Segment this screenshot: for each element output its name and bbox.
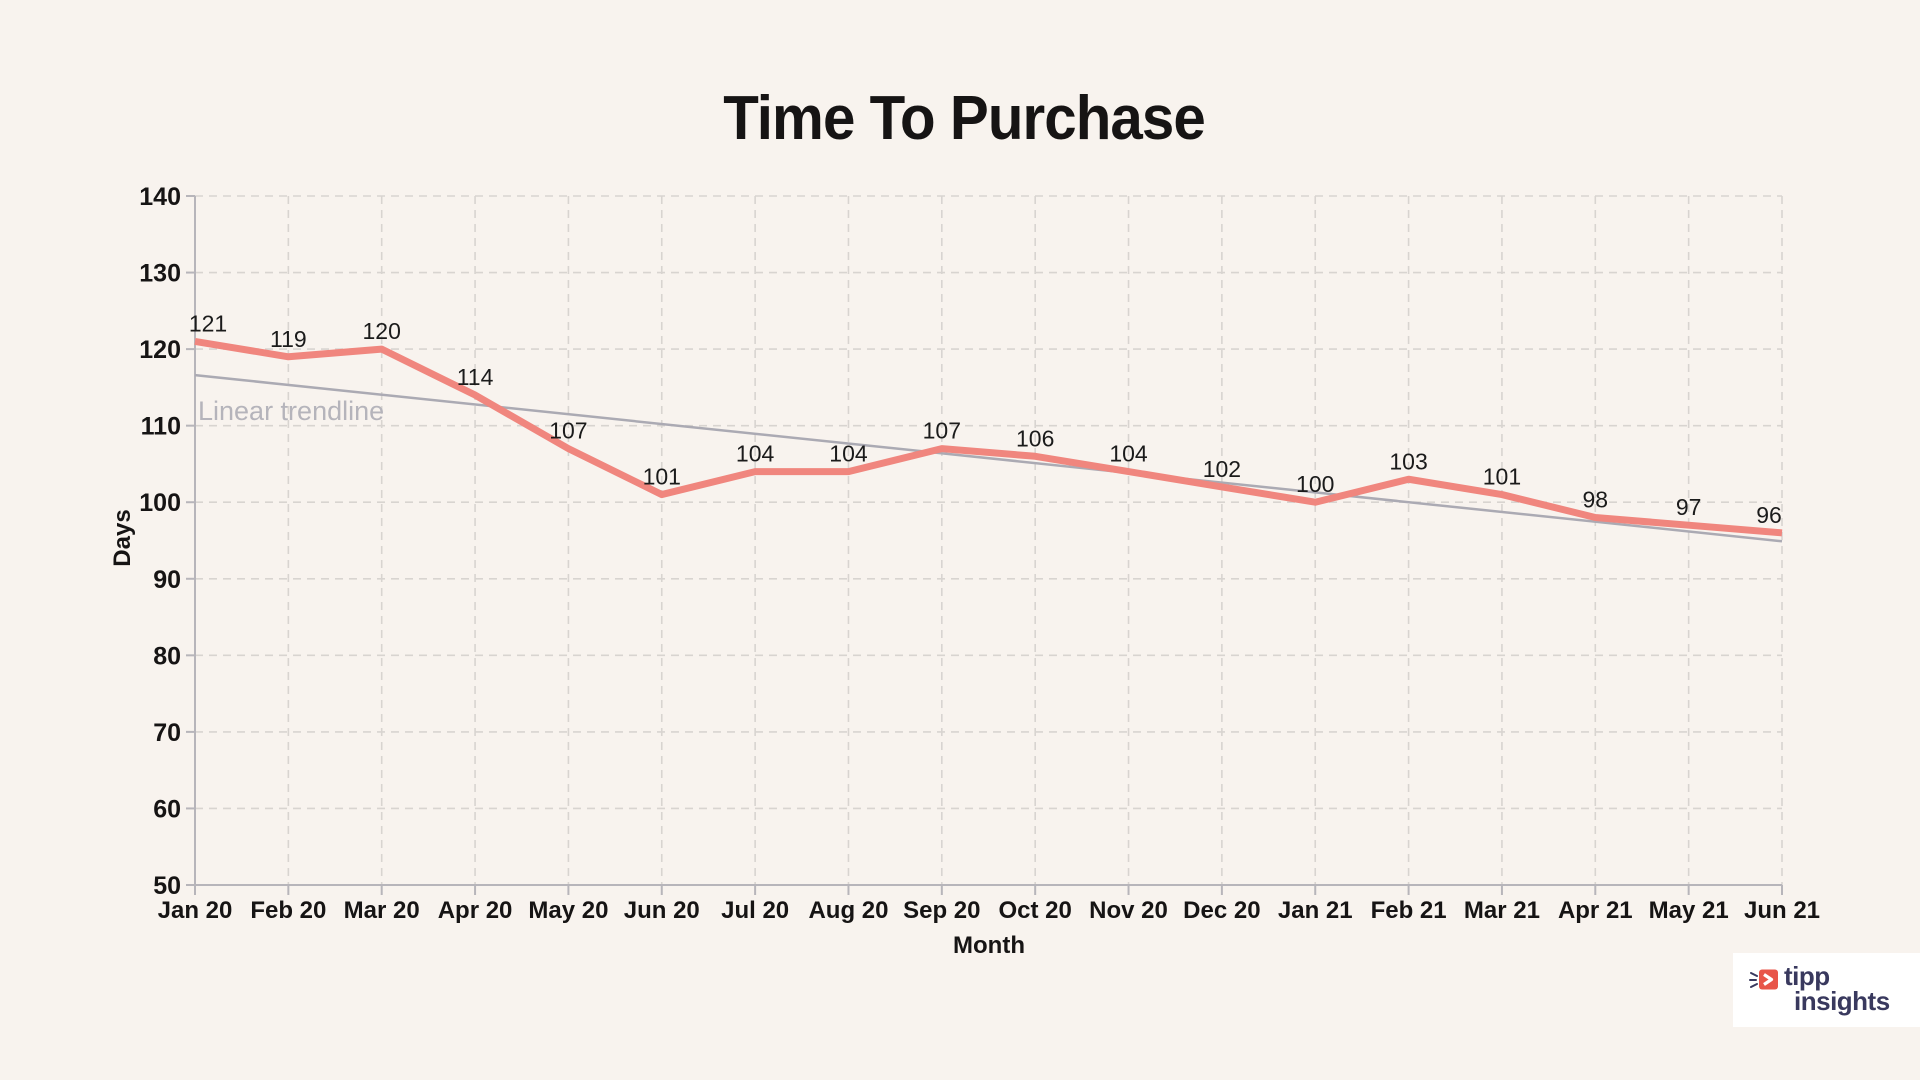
x-tick-label: Apr 20 — [438, 897, 513, 924]
data-point-label: 107 — [923, 418, 961, 444]
data-point-label: 106 — [1016, 425, 1054, 451]
data-point-label: 97 — [1676, 494, 1702, 520]
x-tick-label: Jul 20 — [721, 897, 789, 924]
trendline-label: Linear trendline — [198, 396, 385, 426]
x-tick-label: Nov 20 — [1089, 897, 1168, 924]
x-tick-label: Jan 20 — [158, 897, 233, 924]
x-tick-label: Apr 21 — [1558, 897, 1633, 924]
y-tick-label: 90 — [153, 566, 181, 594]
brand-logo: tipp insights — [1733, 953, 1920, 1027]
x-tick-label: Jan 21 — [1278, 897, 1353, 924]
x-tick-label: Mar 21 — [1464, 897, 1540, 924]
x-tick-label: Oct 20 — [998, 897, 1071, 924]
y-axis-title: Days — [109, 509, 136, 567]
data-point-label: 121 — [189, 310, 227, 336]
data-point-label: 96 — [1756, 502, 1782, 528]
y-tick-label: 80 — [153, 642, 181, 670]
x-tick-label: Sep 20 — [903, 897, 980, 924]
data-point-label: 119 — [270, 326, 307, 352]
y-tick-label: 100 — [139, 489, 181, 517]
y-tick-label: 70 — [153, 719, 181, 747]
logo-word-tipp: tipp — [1784, 961, 1830, 991]
x-tick-label: May 21 — [1649, 897, 1729, 924]
x-tick-label: May 20 — [528, 897, 608, 924]
x-tick-label: Feb 20 — [250, 897, 326, 924]
tipp-insights-logo-icon — [1749, 969, 1778, 990]
data-point-label: 101 — [643, 464, 681, 490]
x-axis-title: Month — [953, 932, 1025, 959]
x-tick-label: Mar 20 — [344, 897, 420, 924]
x-tick-label: Jun 20 — [624, 897, 700, 924]
x-tick-label: Dec 20 — [1183, 897, 1260, 924]
data-point-label: 104 — [829, 441, 868, 467]
series-line — [194, 338, 1783, 537]
y-tick-label: 140 — [139, 183, 181, 211]
data-point-label: 98 — [1582, 487, 1608, 513]
y-tick-label: 60 — [153, 795, 181, 823]
logo-wordmark: tipp insights — [1784, 961, 1890, 1016]
data-point-label: 103 — [1389, 448, 1427, 474]
data-point-label: 100 — [1296, 471, 1334, 497]
y-tick-label: 130 — [139, 260, 181, 288]
data-point-label: 114 — [457, 364, 494, 390]
data-point-label: 104 — [736, 441, 775, 467]
y-tick-label: 110 — [141, 413, 181, 441]
y-tick-label: 120 — [139, 336, 181, 364]
data-point-label: 120 — [363, 318, 401, 344]
trendline — [194, 373, 1783, 543]
x-tick-label: Feb 21 — [1371, 897, 1447, 924]
chart-title: Time To Purchase — [723, 84, 1206, 153]
data-point-label: 102 — [1203, 456, 1241, 482]
data-point-label: 104 — [1109, 441, 1148, 467]
x-tick-label: Jun 21 — [1744, 897, 1820, 924]
data-point-label: 107 — [549, 418, 587, 444]
x-tick-label: Aug 20 — [808, 897, 888, 924]
data-point-label: 101 — [1483, 464, 1521, 490]
logo-word-insights: insights — [1794, 986, 1890, 1016]
y-tick-label: 50 — [153, 872, 181, 900]
